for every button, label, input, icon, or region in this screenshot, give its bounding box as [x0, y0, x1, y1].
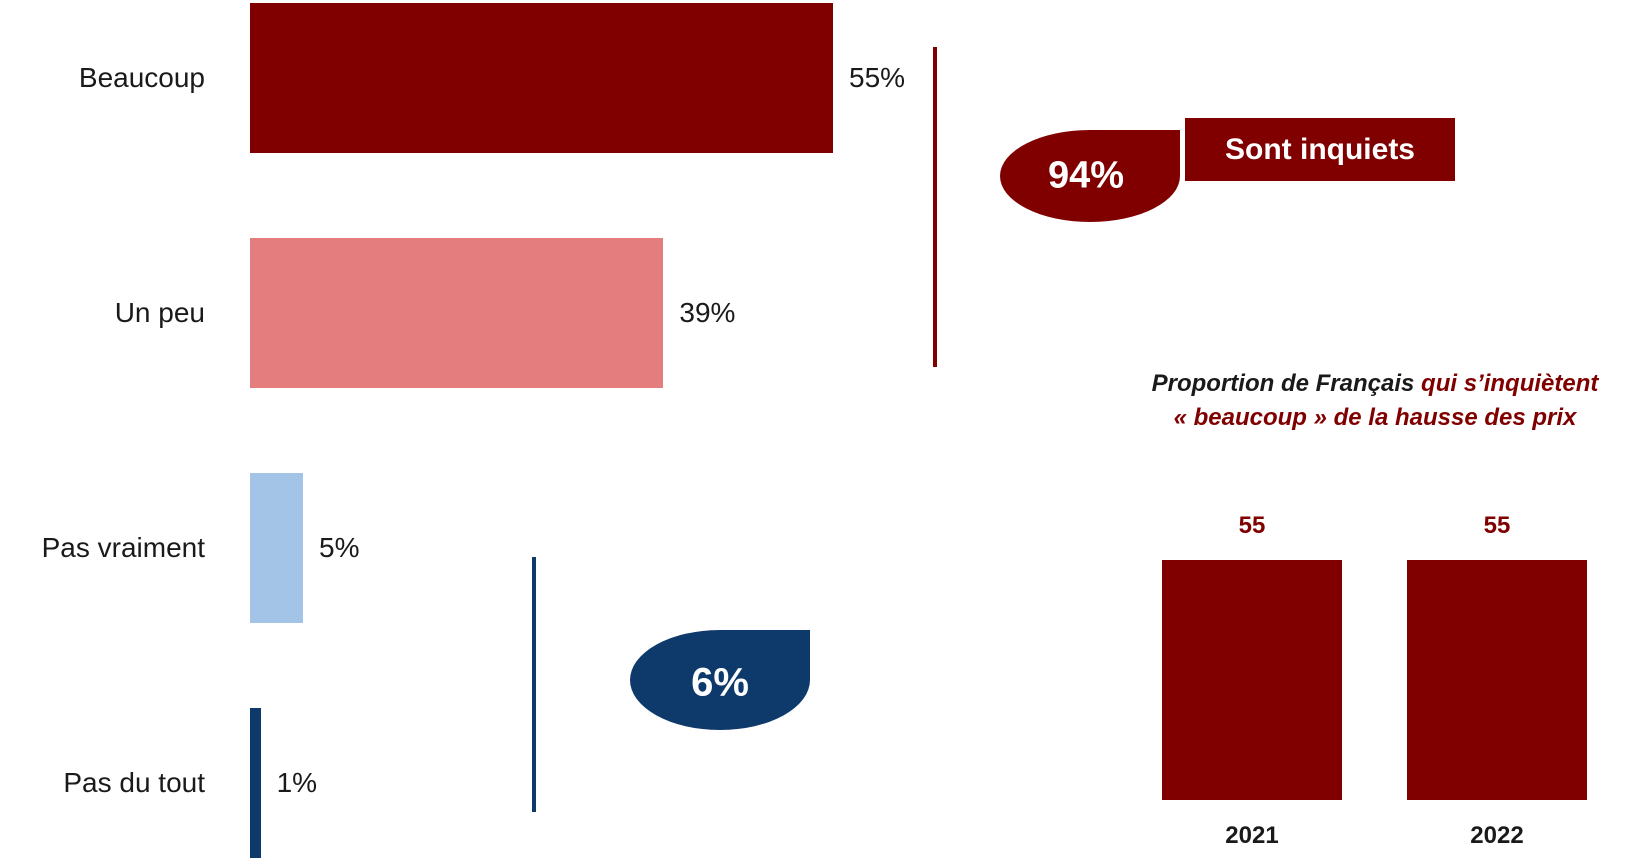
mini-chart-title: Proportion de Français qui s’inquiètent …	[1110, 367, 1640, 435]
mini-bar-2021	[1162, 560, 1342, 800]
value-label-beaucoup: 55%	[849, 62, 906, 93]
bar-un-peu	[250, 238, 664, 388]
worried-total-badge	[1000, 130, 1180, 222]
bar-pas-vraiment	[250, 473, 303, 623]
mini-bar-2022	[1407, 560, 1587, 800]
value-label-pas-vraiment: 5%	[319, 532, 360, 563]
category-label-un-peu: Un peu	[114, 297, 205, 328]
mini-value-label-2021: 55	[1238, 512, 1266, 539]
value-label-pas-du-tout: 1%	[276, 767, 318, 798]
worried-total-value: 94%	[1047, 154, 1125, 197]
not-worried-total-value: 6%	[691, 660, 749, 705]
mini-chart-title-line2: « beaucoup » de la hausse des prix	[1173, 404, 1577, 431]
value-label-un-peu: 39%	[679, 297, 736, 328]
not-worried-total-badge	[630, 630, 810, 730]
bar-beaucoup	[250, 3, 833, 153]
category-label-pas-du-tout: Pas du tout	[63, 767, 205, 798]
mini-category-label-2022: 2022	[1470, 822, 1524, 849]
worried-bracket-line	[933, 47, 937, 367]
mini-category-label-2021: 2021	[1225, 822, 1279, 849]
not-worried-bracket-line	[532, 557, 536, 812]
mini-chart-title-part2: qui s’inquiètent	[1421, 370, 1599, 397]
mini-value-label-2022: 55	[1483, 512, 1511, 539]
category-label-beaucoup: Beaucoup	[78, 62, 205, 93]
worried-label-tag: Sont inquiets	[1185, 118, 1455, 181]
mini-chart-title-part1: Proportion de Français	[1151, 370, 1422, 397]
bar-pas-du-tout	[250, 708, 261, 858]
category-label-pas-vraiment: Pas vraiment	[41, 532, 205, 563]
